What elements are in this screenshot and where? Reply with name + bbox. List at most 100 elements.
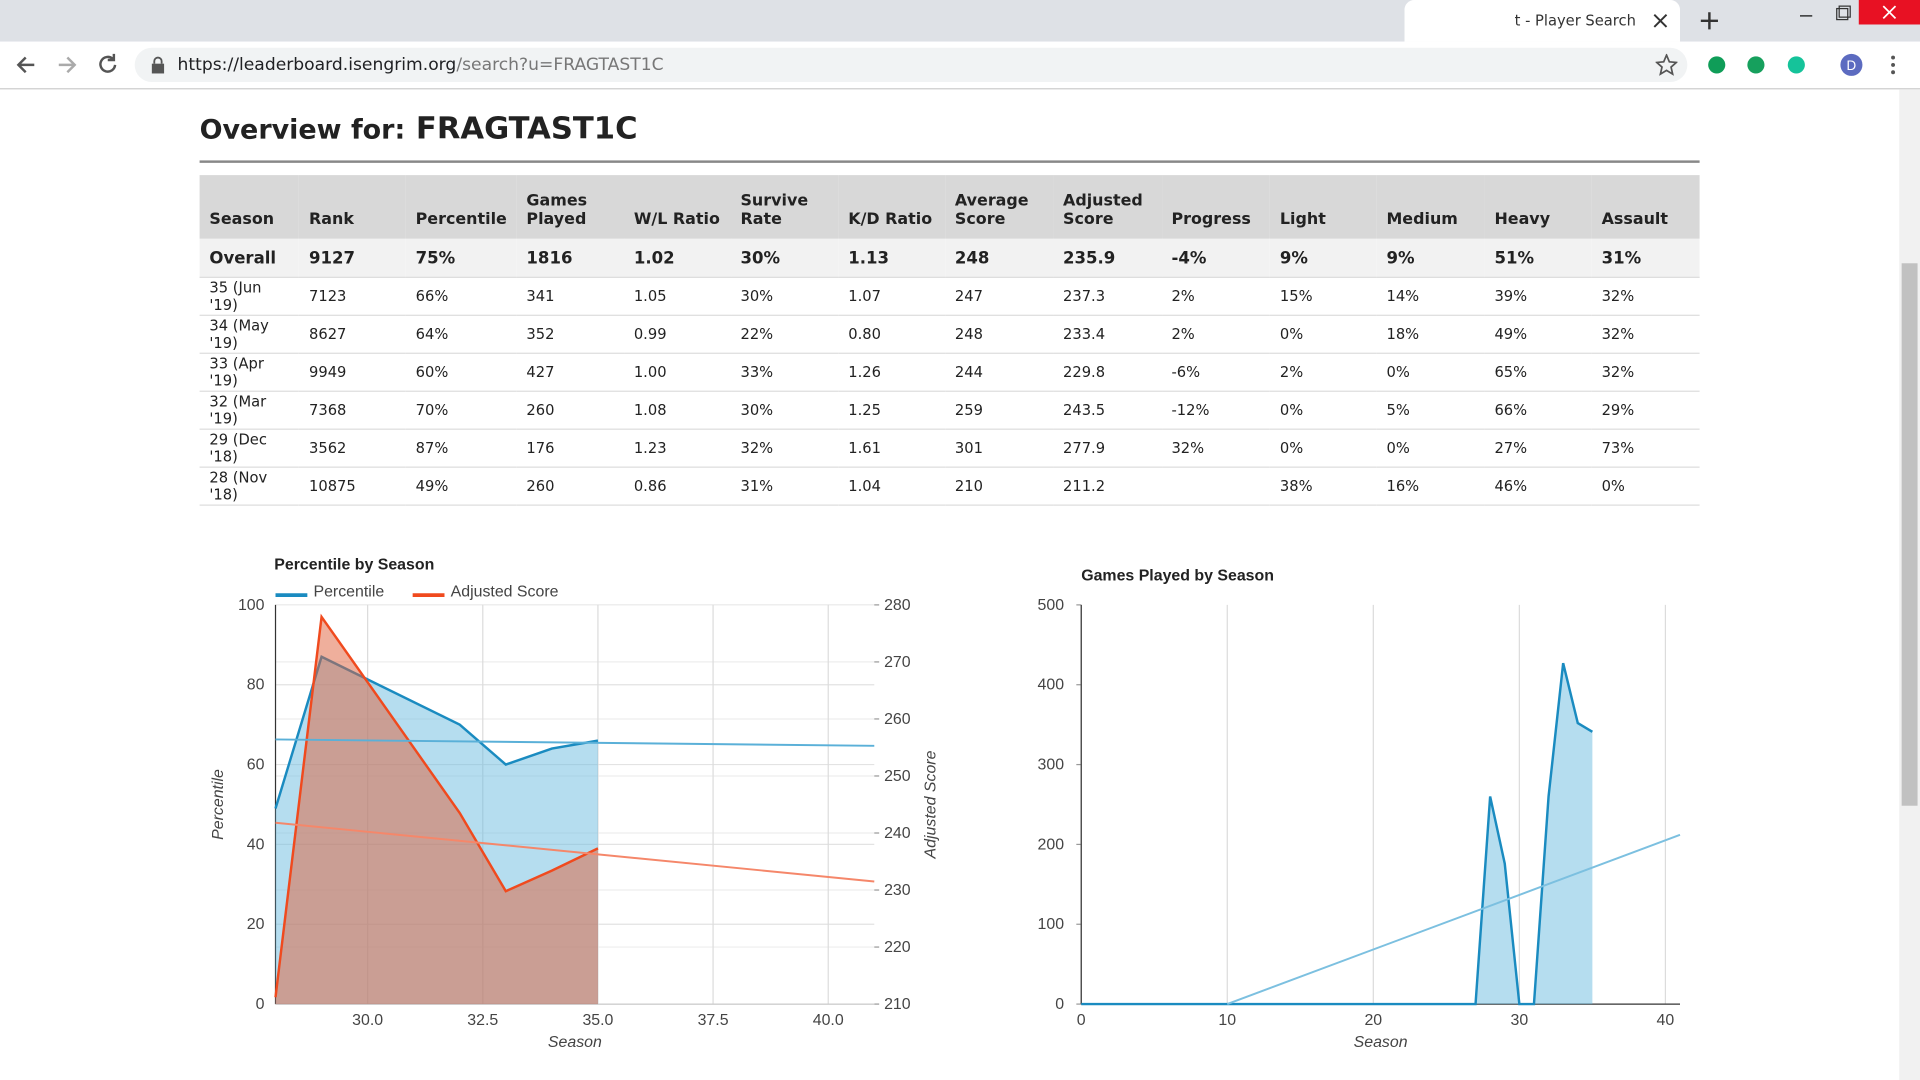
column-header: Games Played — [516, 175, 625, 239]
cell: 31% — [730, 467, 839, 506]
column-header: Season — [199, 175, 300, 239]
cell: 260 — [516, 467, 625, 506]
cell: 32% — [1591, 277, 1700, 316]
y-tick-label: 400 — [1038, 677, 1065, 694]
cell: 0.80 — [838, 315, 946, 354]
cell: 31% — [1591, 238, 1700, 278]
series-area — [1081, 663, 1593, 1005]
cell: 233.4 — [1053, 315, 1162, 354]
cell: 427 — [516, 353, 625, 392]
cell: 9127 — [299, 238, 406, 278]
browser-tab[interactable]: t - Player Search — [1404, 0, 1681, 42]
cell: 32 (Mar '19) — [199, 391, 300, 430]
cell: 33 (Apr '19) — [199, 353, 300, 392]
cell: 29 (Dec '18) — [199, 429, 300, 468]
cell: 39% — [1484, 277, 1592, 316]
cell: 66% — [405, 277, 517, 316]
season-row: 34 (May '19) 8627 64% 352 0.99 22% 0.80 248 233.… — [199, 315, 1700, 354]
profile-initial: D — [1847, 58, 1857, 73]
scroll-thumb[interactable] — [1901, 263, 1918, 806]
y2-axis-label: Adjusted Score — [923, 750, 940, 859]
y2-tick-label: 230 — [884, 882, 911, 899]
trend-line — [275, 738, 875, 747]
cell: 5% — [1376, 391, 1485, 430]
y-tick-label: 200 — [1038, 836, 1065, 853]
cell: 341 — [516, 277, 625, 316]
cell: 1.02 — [624, 238, 731, 278]
heading: Overview for: FRAGTAST1C — [200, 110, 638, 146]
column-header: Heavy — [1484, 175, 1592, 239]
x-tick-label: 10 — [1218, 1012, 1236, 1029]
x-tick-label: 30.0 — [352, 1012, 383, 1029]
cell: 66% — [1484, 391, 1592, 430]
cell: 46% — [1484, 467, 1592, 506]
cell: 0.86 — [624, 467, 731, 506]
season-row: 28 (Nov '18) 10875 49% 260 0.86 31% 1.04 210 211… — [199, 467, 1700, 506]
cell: 9% — [1270, 238, 1377, 278]
extensions[interactable]: D — [1702, 42, 1910, 89]
cell: 229.8 — [1053, 353, 1162, 392]
x-tick-label: 35.0 — [582, 1012, 613, 1029]
column-header: Light — [1270, 175, 1377, 239]
scrollbar[interactable] — [1899, 89, 1920, 1080]
x-tick-label: 40 — [1657, 1012, 1675, 1029]
column-header: Assault — [1591, 175, 1700, 239]
cell: 32% — [730, 429, 839, 468]
cell: 22% — [730, 315, 839, 354]
cell: 301 — [945, 429, 1054, 468]
y-tick-label: 0 — [256, 996, 265, 1013]
cell: 75% — [405, 238, 517, 278]
cell: 0% — [1376, 353, 1485, 392]
cell: 0% — [1270, 391, 1377, 430]
cell: 211.2 — [1053, 467, 1162, 506]
cell: 0% — [1270, 429, 1377, 468]
cell: 29% — [1591, 391, 1700, 430]
cell: 1.05 — [624, 277, 731, 316]
cell: 32% — [1591, 353, 1700, 392]
column-header: Percentile — [405, 175, 517, 239]
column-header: Progress — [1161, 175, 1271, 239]
cell: 60% — [405, 353, 517, 392]
page: Overview for: FRAGTAST1C Season Rank Perce… — [0, 89, 1899, 1080]
cell: 87% — [405, 429, 517, 468]
x-axis-label: Season — [548, 1034, 602, 1051]
window-controls[interactable] — [1736, 0, 1920, 42]
cell: 32% — [1591, 315, 1700, 354]
column-header: W/L Ratio — [624, 175, 731, 239]
cell: 248 — [945, 315, 1054, 354]
cell: 1.23 — [624, 429, 731, 468]
y2-tick-label: 250 — [884, 768, 911, 785]
cell: Overall — [199, 238, 300, 278]
y-tick-label: 80 — [247, 677, 265, 694]
cell: 1.07 — [838, 277, 946, 316]
chart-title: Percentile by Season — [274, 556, 434, 573]
cell: 32% — [1161, 429, 1271, 468]
column-header: K/D Ratio — [838, 175, 946, 239]
y-tick-label: 100 — [238, 597, 265, 614]
cell: 16% — [1376, 467, 1485, 506]
tab-title: t - Player Search — [1514, 12, 1636, 30]
nav-buttons[interactable] — [0, 42, 122, 89]
cell: 0.99 — [624, 315, 731, 354]
new-tab[interactable] — [1697, 9, 1721, 33]
cell: 277.9 — [1053, 429, 1162, 468]
chart-title: Games Played by Season — [1081, 567, 1274, 584]
url-field[interactable]: https://leaderboard.isengrim.org/search?… — [134, 47, 1688, 83]
bookmark-star[interactable] — [1655, 53, 1678, 76]
tab-close[interactable] — [1653, 13, 1668, 28]
y-tick-label: 100 — [1038, 916, 1065, 933]
cell: 64% — [405, 315, 517, 354]
column-header: Rank — [299, 175, 406, 239]
x-tick-label: 32.5 — [467, 1012, 498, 1029]
y2-tick-label: 270 — [884, 654, 911, 671]
y2-tick-label: 220 — [884, 939, 911, 956]
cell: 51% — [1484, 238, 1592, 278]
trend-line — [1226, 833, 1681, 1005]
cell: 7368 — [299, 391, 406, 430]
address-bar: https://leaderboard.isengrim.org/search?… — [0, 41, 1920, 90]
y2-tick-label: 240 — [884, 825, 911, 842]
column-header: Medium — [1376, 175, 1485, 239]
cell: -12% — [1161, 391, 1271, 430]
